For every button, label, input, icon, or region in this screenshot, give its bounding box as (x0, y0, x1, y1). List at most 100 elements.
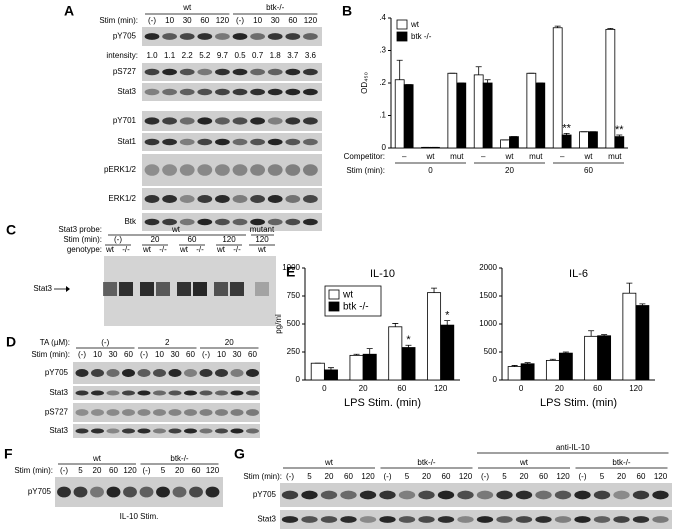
blot-band (214, 428, 229, 434)
blot-band (496, 516, 513, 523)
row-label: ERK1/2 (108, 194, 136, 203)
stim-label: 20 (93, 466, 102, 475)
blot-band (75, 390, 89, 396)
bar (552, 27, 563, 149)
blot-band (476, 490, 494, 500)
error-bar (549, 358, 556, 361)
blot-band (106, 409, 120, 416)
error-bar (327, 367, 334, 370)
stim-label: 5 (502, 472, 507, 481)
blot (142, 154, 322, 186)
blot-band (197, 117, 213, 125)
row-label: Stat3 (49, 426, 68, 435)
stim-label: 60 (188, 235, 197, 244)
blot-band (199, 409, 213, 416)
bar (401, 347, 416, 381)
genotype: -/- (122, 245, 130, 254)
blot (142, 188, 322, 210)
gel-band (156, 282, 170, 296)
blot-band (152, 390, 167, 396)
stim-label: 5 (405, 472, 410, 481)
error-bar (353, 353, 360, 356)
stim-label: 20 (175, 466, 184, 475)
stim-label: 10 (155, 350, 164, 359)
blot-band (285, 88, 301, 96)
stim-label: 30 (271, 16, 280, 25)
y-tick-label: .1 (379, 111, 386, 120)
blot-band (199, 390, 213, 396)
bar (349, 354, 364, 381)
blot-band (168, 390, 182, 396)
blot-band (162, 164, 177, 176)
blot-band (137, 428, 151, 434)
genotype: wt (179, 245, 189, 254)
blot-band (303, 164, 318, 176)
blot-band (232, 68, 248, 76)
panel-letter: A (64, 3, 74, 19)
stim-label: 30 (171, 350, 180, 359)
x-tick-label: 60 (397, 384, 406, 393)
stim-label: (-) (78, 350, 86, 359)
y-tick-label: 1000 (282, 263, 300, 272)
intensity-value: 2.2 (182, 51, 194, 60)
stim-label: 120 (222, 235, 236, 244)
bar (535, 82, 546, 149)
blot-band (613, 490, 630, 500)
row-label: pY705 (45, 368, 69, 377)
bar (605, 28, 616, 149)
gel-band (140, 282, 154, 296)
blot (73, 424, 260, 438)
blot-band (73, 486, 88, 498)
blot-band (215, 88, 230, 96)
group-label: wt (324, 458, 334, 467)
blot-band (75, 409, 89, 416)
panel-letter: E (286, 264, 295, 280)
blot-band (179, 195, 195, 203)
bar (635, 305, 650, 381)
intensity-value: 1.8 (270, 51, 282, 60)
bar (622, 292, 637, 381)
intensity-value: 5.2 (199, 51, 211, 60)
blot-band (267, 117, 283, 125)
stim-label: 60 (442, 472, 451, 481)
row-label: Stat3 (117, 87, 136, 96)
blot-band (179, 138, 195, 146)
intensity-value: 3.6 (305, 51, 317, 60)
intensity-value: 1.1 (164, 51, 176, 60)
error-bar (392, 323, 399, 327)
blot-band (75, 369, 89, 377)
blot-band (250, 68, 265, 76)
stim-label: (-) (579, 472, 587, 481)
x-tick-label: 120 (434, 384, 448, 393)
group-label: btk-/- (612, 458, 631, 467)
blot-band (245, 390, 260, 396)
stim-label: 120 (255, 235, 269, 244)
blot-band (183, 369, 198, 377)
group-label: wt (182, 3, 192, 12)
row-label: Btk (124, 217, 137, 226)
group-axis-label: Stim (min): (346, 166, 385, 175)
bar (520, 363, 535, 381)
stim-label: Stim (min): (243, 472, 282, 481)
panel-letter: G (234, 446, 245, 462)
error-bar (396, 59, 403, 80)
blot-band (267, 88, 283, 96)
ta-dose: (-) (101, 338, 109, 347)
row-label: pY705 (113, 32, 137, 41)
blot-band (250, 138, 265, 146)
y-tick-label: 500 (484, 347, 498, 356)
blot-band (179, 218, 195, 226)
gel-band (193, 282, 207, 296)
x-axis-label: LPS Stim. (min) (344, 397, 421, 409)
blot-band (230, 390, 244, 396)
blot-band (245, 428, 260, 434)
row-label: Stat1 (117, 137, 136, 146)
x-tick-label: 60 (593, 384, 602, 393)
panel-letter: D (6, 334, 16, 350)
stim-label: 120 (304, 16, 318, 25)
legend-swatch (328, 301, 340, 312)
blot-band (90, 369, 105, 377)
row-label: Stat3 (49, 388, 68, 397)
blot-band (197, 218, 213, 226)
blot-band (285, 164, 301, 176)
